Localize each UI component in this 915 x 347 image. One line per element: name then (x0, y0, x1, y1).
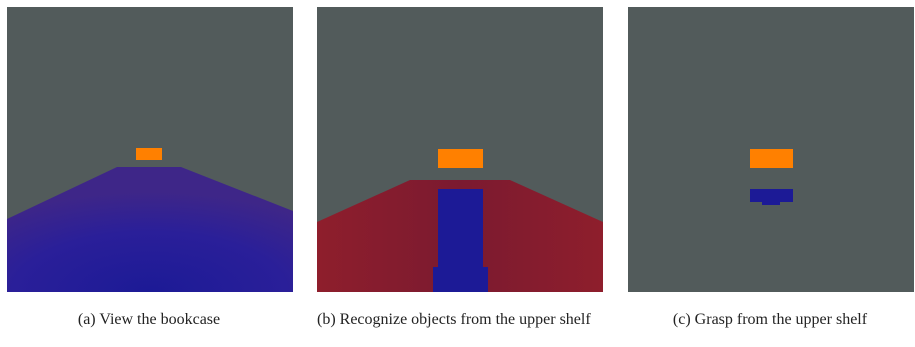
panel-image (7, 7, 293, 292)
panel-image (317, 7, 603, 292)
panel-image (628, 7, 914, 292)
figure: (a) View the bookcase (b) Recognize obje… (0, 0, 915, 347)
caption: (c) Grasp from the upper shelf (625, 307, 915, 332)
caption: (a) View the bookcase (4, 307, 294, 332)
caption: (b) Recognize objects from the upper she… (317, 307, 607, 332)
